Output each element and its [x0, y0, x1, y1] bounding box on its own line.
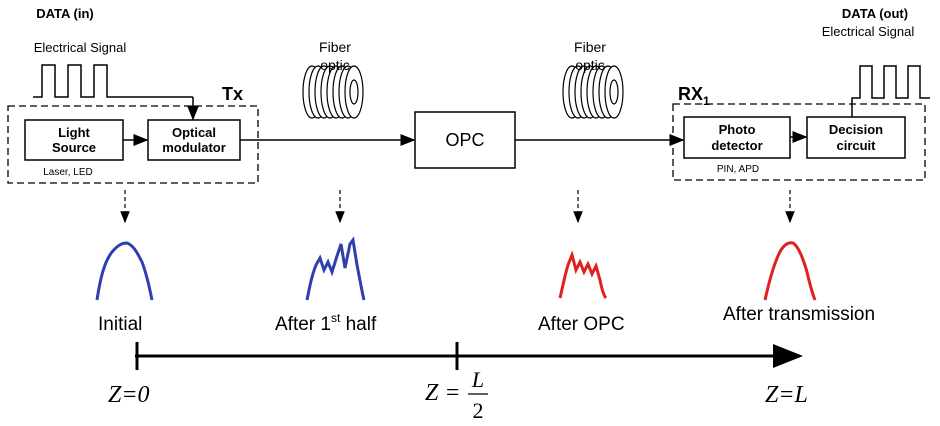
z-end: Z=L	[765, 382, 808, 408]
source-note: Laser, LED	[43, 167, 92, 178]
fiber-label: optic	[320, 57, 350, 73]
square-wave	[851, 65, 930, 117]
square-wave	[33, 64, 193, 98]
path	[305, 236, 366, 301]
path	[763, 241, 817, 301]
opc-label: OPC	[445, 130, 484, 150]
source-label: Source	[52, 140, 96, 155]
detector-label: detector	[711, 138, 762, 153]
rx-label: RX1	[678, 84, 710, 108]
output-title: DATA (out)	[842, 6, 908, 21]
fiber-2	[562, 65, 624, 119]
modulator-label: modulator	[162, 140, 226, 155]
ellipse	[349, 79, 359, 105]
fiber-label: Fiber	[319, 39, 351, 55]
input-subtitle: Electrical Signal	[34, 40, 127, 55]
detector-box	[683, 116, 791, 159]
pulses	[95, 236, 817, 301]
stage-label-rest: half	[340, 314, 377, 335]
fiber-label: optic	[575, 57, 605, 73]
decision-label: Decision	[829, 122, 883, 137]
z-mid: Z =	[425, 380, 461, 406]
stage-label: After 1st half	[275, 311, 377, 335]
fiber-label: Fiber	[574, 39, 606, 55]
source-label: Light	[58, 125, 90, 140]
rx-label-sub: 1	[703, 94, 710, 108]
ellipse	[609, 79, 619, 105]
z-mid-num: L	[471, 367, 484, 392]
transmitter: DATA (in) Electrical Signal Tx Light Sou…	[7, 6, 259, 184]
input-title: DATA (in)	[36, 6, 94, 21]
stage-label: After OPC	[538, 314, 625, 335]
stage-label-main: After 1	[275, 314, 331, 335]
modulator-box	[147, 119, 241, 161]
path	[95, 241, 154, 301]
receiver: RX1 Photo detector PIN, APD Decision cir…	[672, 6, 930, 181]
modulator-label: Optical	[172, 125, 216, 140]
z-axis	[135, 342, 803, 370]
tx-box	[7, 105, 259, 184]
fiber-1	[302, 65, 364, 119]
decision-box	[806, 116, 906, 159]
probe-arrows	[120, 190, 795, 224]
decision-label: circuit	[836, 138, 876, 153]
stage-label: Initial	[98, 314, 142, 335]
opc-box	[414, 111, 516, 169]
z-start: Z=0	[108, 382, 150, 408]
stage-label: After transmission	[723, 304, 875, 325]
tx-label: Tx	[222, 84, 243, 104]
detector-note: PIN, APD	[717, 164, 759, 175]
path	[558, 250, 608, 300]
output-subtitle: Electrical Signal	[822, 24, 915, 39]
z-mid-den: 2	[473, 398, 484, 423]
rx-label-main: RX	[678, 84, 703, 104]
rx-box	[672, 103, 926, 181]
stage-label-sup: st	[331, 311, 341, 325]
detector-label: Photo	[719, 122, 756, 137]
